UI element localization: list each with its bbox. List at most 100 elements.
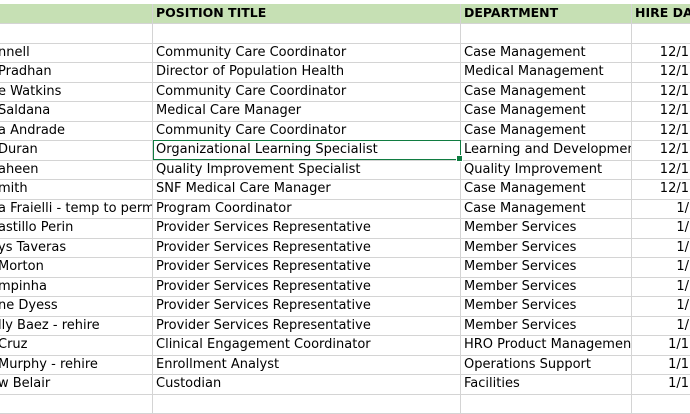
header-row: POSITION TITLE DEPARTMENT HIRE DATE bbox=[0, 4, 690, 24]
cell-position-title[interactable]: Medical Care Manager bbox=[153, 102, 461, 121]
table-row: a Fraielli - temp to perm Program Coordin… bbox=[0, 199, 690, 219]
cell-position-title[interactable]: Community Care Coordinator bbox=[153, 82, 461, 101]
cell-department[interactable]: Member Services bbox=[461, 297, 632, 316]
cell-hire-date[interactable]: 12/1 bbox=[632, 180, 690, 199]
header-cell-department[interactable]: DEPARTMENT bbox=[461, 4, 632, 23]
cell-position-title[interactable] bbox=[153, 24, 461, 43]
cell-department[interactable]: Member Services bbox=[461, 316, 632, 335]
cell-name[interactable]: Morton bbox=[0, 258, 153, 277]
cell-position-title[interactable]: Quality Improvement Specialist bbox=[153, 160, 461, 179]
cell-department[interactable]: Medical Management bbox=[461, 63, 632, 82]
cell-name[interactable]: Murphy - rehire bbox=[0, 355, 153, 374]
cell-hire-date[interactable]: 12/1 bbox=[632, 122, 690, 141]
cell-name[interactable]: aheen bbox=[0, 160, 153, 179]
cell-department[interactable] bbox=[461, 394, 632, 413]
cell-position-title[interactable]: Provider Services Representative bbox=[153, 258, 461, 277]
table-row: Morton Provider Services Representative Me… bbox=[0, 258, 690, 278]
cell-name[interactable]: e Watkins bbox=[0, 82, 153, 101]
cell-hire-date[interactable] bbox=[632, 395, 690, 414]
selected-cell-outline[interactable] bbox=[153, 140, 463, 162]
cell-position-title[interactable]: SNF Medical Care Manager bbox=[153, 180, 461, 199]
table-row: Cruz Clinical Engagement Coordinator HRO P… bbox=[0, 336, 690, 356]
cell-name[interactable]: astillo Perin bbox=[0, 219, 153, 238]
cell-name[interactable]: Pradhan bbox=[0, 63, 153, 82]
cell-hire-date[interactable]: 1/ bbox=[632, 219, 690, 238]
cell-hire-date[interactable] bbox=[632, 24, 690, 43]
cell-name[interactable] bbox=[0, 24, 153, 43]
table-row: e Watkins Community Care Coordinator Case … bbox=[0, 82, 690, 102]
cell-department[interactable]: Operations Support bbox=[461, 355, 632, 374]
header-cell-name[interactable] bbox=[0, 4, 153, 23]
table-row: mith SNF Medical Care Manager Case Managem… bbox=[0, 180, 690, 200]
cell-name[interactable]: mpinha bbox=[0, 277, 153, 296]
cell-hire-date[interactable]: 12/1 bbox=[632, 141, 690, 160]
table-row: ys Taveras Provider Services Representati… bbox=[0, 238, 690, 258]
cell-position-title[interactable]: Provider Services Representative bbox=[153, 277, 461, 296]
cell-hire-date[interactable]: 1/1 bbox=[632, 336, 690, 355]
cell-name[interactable]: lly Baez - rehire bbox=[0, 316, 153, 335]
fill-handle[interactable] bbox=[456, 155, 463, 162]
cell-name[interactable]: Cruz bbox=[0, 336, 153, 355]
cell-name[interactable]: a Andrade bbox=[0, 121, 153, 140]
cell-department[interactable]: Case Management bbox=[461, 199, 632, 218]
cell-department[interactable]: Member Services bbox=[461, 219, 632, 238]
cell-name[interactable]: ys Taveras bbox=[0, 238, 153, 257]
table-row: lly Baez - rehire Provider Services Repre… bbox=[0, 316, 690, 336]
cell-department[interactable]: Facilities bbox=[461, 375, 632, 394]
cell-hire-date[interactable]: 12/1 bbox=[632, 161, 690, 180]
cell-hire-date[interactable]: 1/ bbox=[632, 258, 690, 277]
cell-position-title[interactable]: Provider Services Representative bbox=[153, 297, 461, 316]
cell-position-title[interactable] bbox=[153, 394, 461, 413]
cell-hire-date[interactable]: 12/1 bbox=[632, 102, 690, 121]
table-row: nnell Community Care Coordinator Case Mana… bbox=[0, 43, 690, 63]
cell-hire-date[interactable]: 1/ bbox=[632, 278, 690, 297]
cell-name[interactable]: Saldana bbox=[0, 102, 153, 121]
cell-position-title[interactable]: Provider Services Representative bbox=[153, 316, 461, 335]
cell-department[interactable]: Case Management bbox=[461, 82, 632, 101]
cell-position-title[interactable]: Enrollment Analyst bbox=[153, 355, 461, 374]
cell-department[interactable]: Case Management bbox=[461, 43, 632, 62]
cell-hire-date[interactable]: 12/1 bbox=[632, 44, 690, 63]
cell-department[interactable]: Learning and Development bbox=[461, 141, 632, 160]
cell-name[interactable]: ne Dyess bbox=[0, 297, 153, 316]
cell-department[interactable]: Quality Improvement bbox=[461, 160, 632, 179]
cell-department[interactable]: Member Services bbox=[461, 277, 632, 296]
header-cell-position-title[interactable]: POSITION TITLE bbox=[153, 4, 461, 23]
cell-position-title[interactable]: Community Care Coordinator bbox=[153, 121, 461, 140]
cell-position-title[interactable]: Custodian bbox=[153, 375, 461, 394]
cell-hire-date[interactable]: 1/ bbox=[632, 297, 690, 316]
cell-department[interactable]: Case Management bbox=[461, 180, 632, 199]
table-row: mpinha Provider Services Representative Me… bbox=[0, 277, 690, 297]
cell-position-title[interactable]: Provider Services Representative bbox=[153, 219, 461, 238]
table-row: Pradhan Director of Population Health Medi… bbox=[0, 63, 690, 83]
cell-hire-date[interactable]: 1/1 bbox=[632, 356, 690, 375]
cell-department[interactable] bbox=[461, 24, 632, 43]
header-cell-hire-date[interactable]: HIRE DATE bbox=[632, 4, 690, 23]
table-row: astillo Perin Provider Services Represent… bbox=[0, 219, 690, 239]
cell-department[interactable]: Member Services bbox=[461, 238, 632, 257]
cell-position-title[interactable]: Program Coordinator bbox=[153, 199, 461, 218]
cell-name[interactable]: nnell bbox=[0, 43, 153, 62]
cell-hire-date[interactable]: 1/ bbox=[632, 317, 690, 336]
cell-hire-date[interactable]: 12/1 bbox=[632, 63, 690, 82]
cell-position-title[interactable]: Clinical Engagement Coordinator bbox=[153, 336, 461, 355]
cell-hire-date[interactable]: 1/ bbox=[632, 239, 690, 258]
cell-position-title[interactable]: Community Care Coordinator bbox=[153, 43, 461, 62]
cell-department[interactable]: Case Management bbox=[461, 102, 632, 121]
cell-hire-date[interactable]: 1/ bbox=[632, 200, 690, 219]
cell-department[interactable]: HRO Product Management bbox=[461, 336, 632, 355]
cell-position-title[interactable]: Provider Services Representative bbox=[153, 238, 461, 257]
cell-hire-date[interactable]: 1/1 bbox=[632, 375, 690, 394]
cell-position-title[interactable]: Director of Population Health bbox=[153, 63, 461, 82]
cell-name[interactable] bbox=[0, 394, 153, 413]
cell-name[interactable]: mith bbox=[0, 180, 153, 199]
cell-department[interactable]: Case Management bbox=[461, 121, 632, 140]
cell-hire-date[interactable]: 12/1 bbox=[632, 83, 690, 102]
cell-name[interactable]: w Belair bbox=[0, 375, 153, 394]
cell-name[interactable]: Duran bbox=[0, 141, 153, 160]
cell-name[interactable]: a Fraielli - temp to perm bbox=[0, 199, 153, 218]
table-row bbox=[0, 24, 690, 44]
table-row: Duran Organizational Learning Specialist L… bbox=[0, 141, 690, 161]
cell-department[interactable]: Member Services bbox=[461, 258, 632, 277]
